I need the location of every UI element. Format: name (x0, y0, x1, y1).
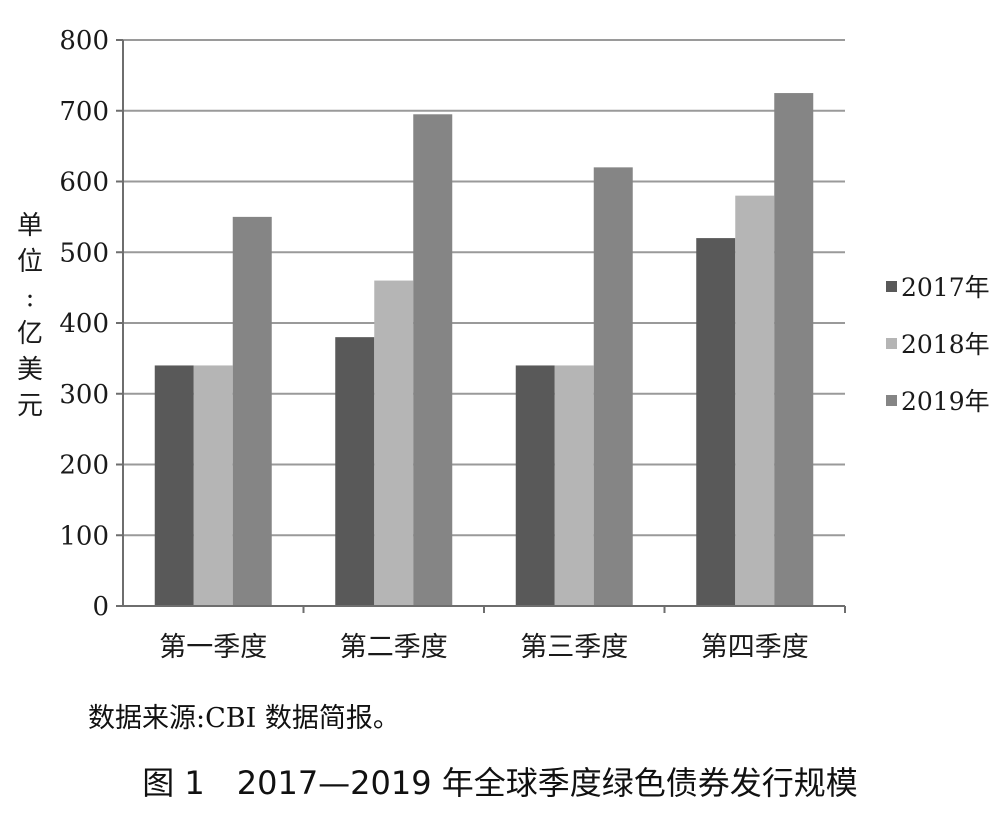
bar-2018年-第四季度 (735, 195, 775, 606)
source-note: 数据来源:CBI 数据简报。 (88, 703, 400, 734)
legend-swatch-2019年 (886, 395, 897, 406)
y-axis-label-char: 亿 (16, 319, 43, 349)
x-tick-label: 第一季度 (159, 632, 267, 663)
y-tick-label: 0 (92, 592, 109, 622)
y-axis-label-char: 美 (16, 355, 43, 385)
y-tick-label: 300 (59, 380, 109, 410)
y-tick-label: 500 (59, 238, 109, 268)
bar-chart: 0 100 200 300 400 500 600 700 800 第一季度 第二季度 第三季度 第四… (59, 26, 990, 663)
y-tick-label: 600 (59, 168, 109, 198)
bar-2017年-第三季度 (515, 365, 555, 606)
legend-swatch-2017年 (886, 281, 897, 292)
axes (116, 39, 846, 613)
figure-caption: 图 1 2017—2019 年全球季度绿色债券发行规模 (142, 764, 858, 802)
bar-2019年-第一季度 (232, 216, 272, 606)
y-tick-label: 400 (59, 309, 109, 339)
y-axis-label: 单位: 亿美元 (8, 208, 52, 424)
bar-2018年-第二季度 (374, 280, 414, 606)
bar-2017年-第四季度 (696, 238, 736, 606)
x-tick-label: 第二季度 (340, 632, 448, 663)
legend-swatch-2018年 (886, 338, 897, 349)
y-tick-labels: 0 100 200 300 400 500 600 700 800 (59, 26, 109, 622)
bar-2017年-第二季度 (335, 337, 375, 606)
legend: 2017年 2018年 2019年 (886, 273, 990, 416)
y-tick-label: 700 (59, 97, 109, 127)
bar-2019年-第四季度 (774, 93, 814, 606)
y-axis-label-char: 元 (16, 391, 43, 421)
x-tick-labels: 第一季度 第二季度 第三季度 第四季度 (159, 632, 809, 663)
legend-label: 2019年 (901, 387, 990, 416)
y-axis-label-char: 单 (16, 211, 43, 241)
bar-2018年-第三季度 (554, 365, 594, 606)
bar-2019年-第二季度 (413, 114, 453, 606)
bar-2017年-第一季度 (154, 365, 194, 606)
y-tick-label: 200 (59, 451, 109, 481)
y-axis-label-char: 位 (16, 247, 43, 277)
bars (154, 93, 814, 606)
bar-2019年-第三季度 (593, 167, 633, 606)
legend-label: 2017年 (901, 273, 990, 302)
x-tick-label: 第四季度 (701, 632, 809, 663)
y-tick-label: 800 (59, 26, 109, 56)
bar-2018年-第一季度 (193, 365, 233, 606)
y-tick-label: 100 (59, 521, 109, 551)
y-axis-label-char: : (25, 283, 35, 313)
legend-label: 2018年 (901, 330, 990, 359)
x-tick-label: 第三季度 (520, 632, 628, 663)
